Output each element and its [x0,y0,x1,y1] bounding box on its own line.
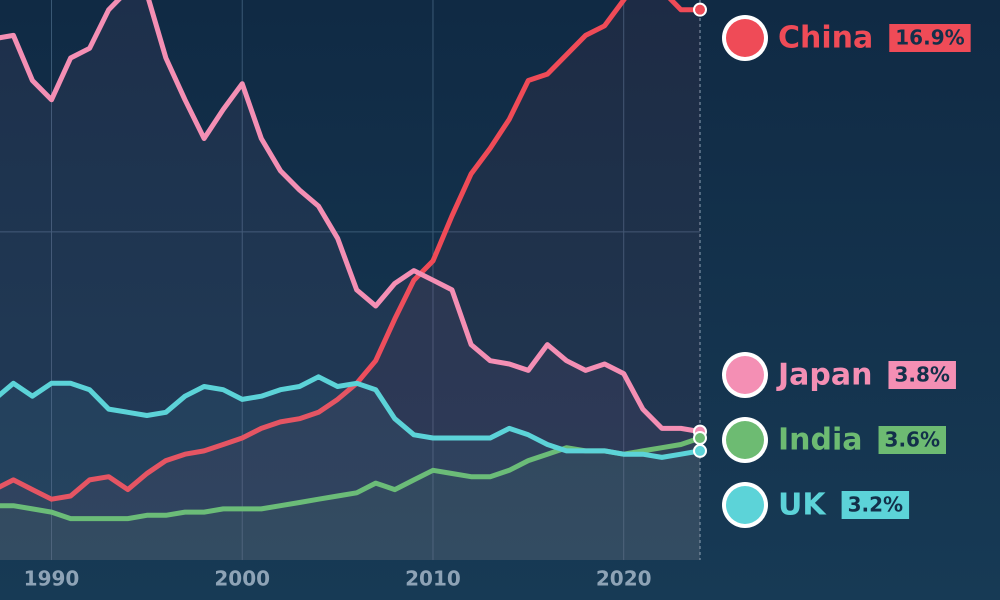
value-label: 3.6% [885,428,940,452]
value-badge [889,24,971,52]
x-tick-label: 2000 [214,567,270,591]
end-dot [693,2,707,17]
flag [726,356,764,394]
value-badge [878,426,946,454]
value-label: 3.2% [848,493,903,517]
plot-area [0,0,703,560]
value-badge [841,491,910,519]
value-label: 16.9% [895,26,964,50]
line [0,374,703,460]
flag [726,19,764,57]
x-tick-label: 2020 [596,567,652,591]
value-badge [888,361,956,389]
legend-label: India [778,423,863,458]
area [0,376,700,560]
x-tick-label: 1990 [24,567,80,591]
end-dot [693,443,707,458]
end-dot [693,431,707,446]
value-label: 3.8% [894,363,949,387]
area [0,438,700,560]
legend-label: Japan [776,358,872,393]
area [0,0,700,560]
x-tick-label: 2010 [405,567,461,591]
area [0,0,700,560]
legend-label: UK [778,488,827,523]
flag [726,421,764,459]
line [0,0,703,502]
line [0,0,703,435]
legend-label: China [778,21,873,56]
flag [726,486,764,524]
